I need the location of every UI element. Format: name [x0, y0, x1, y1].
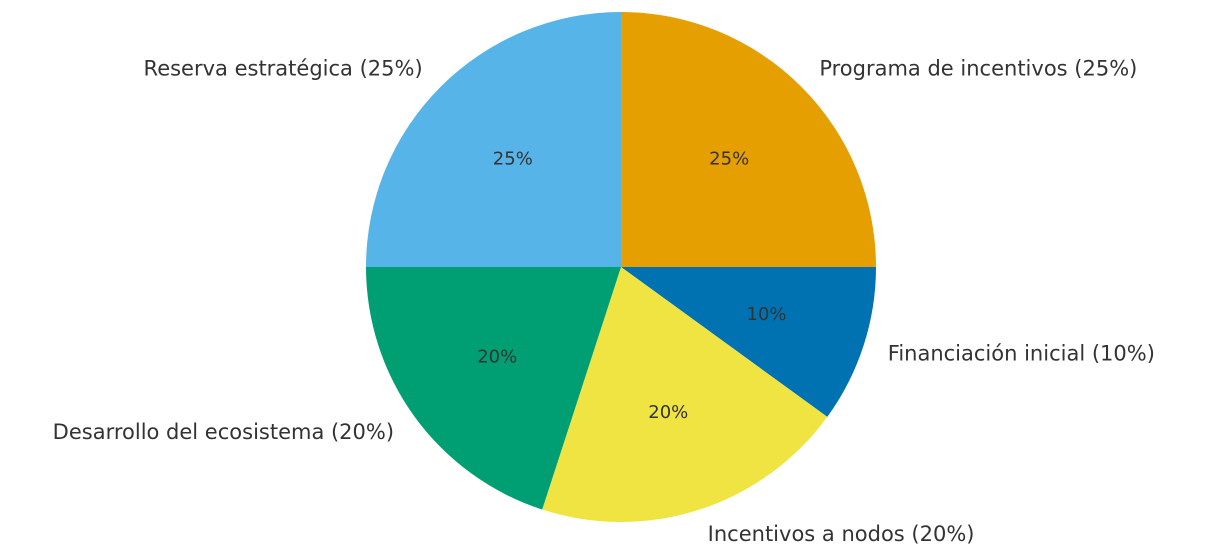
pie-slice — [366, 267, 621, 510]
slice-labels: Programa de incentivos (25%) Financiación… — [53, 57, 1155, 545]
pie-slice — [366, 12, 621, 267]
slice-percentage-label: 10% — [747, 304, 787, 325]
percentage-labels: 25% 10% 20% 20% 25% — [477, 148, 786, 423]
pie-slices — [366, 12, 876, 522]
slice-label: Incentivos a nodos (20%) — [708, 522, 975, 545]
pie-slice — [542, 267, 828, 522]
slice-percentage-label: 25% — [493, 148, 533, 169]
pie-slice — [621, 12, 876, 267]
slice-label: Reserva estratégica (25%) — [144, 57, 423, 81]
slice-label: Programa de incentivos (25%) — [819, 57, 1137, 81]
slice-label: Financiación inicial (10%) — [888, 342, 1155, 366]
pie-slice — [621, 267, 876, 417]
slice-label: Desarrollo del ecosistema (20%) — [53, 420, 394, 444]
slice-percentage-label: 20% — [477, 346, 517, 367]
slice-percentage-label: 20% — [648, 402, 688, 423]
slice-percentage-label: 25% — [709, 148, 749, 169]
